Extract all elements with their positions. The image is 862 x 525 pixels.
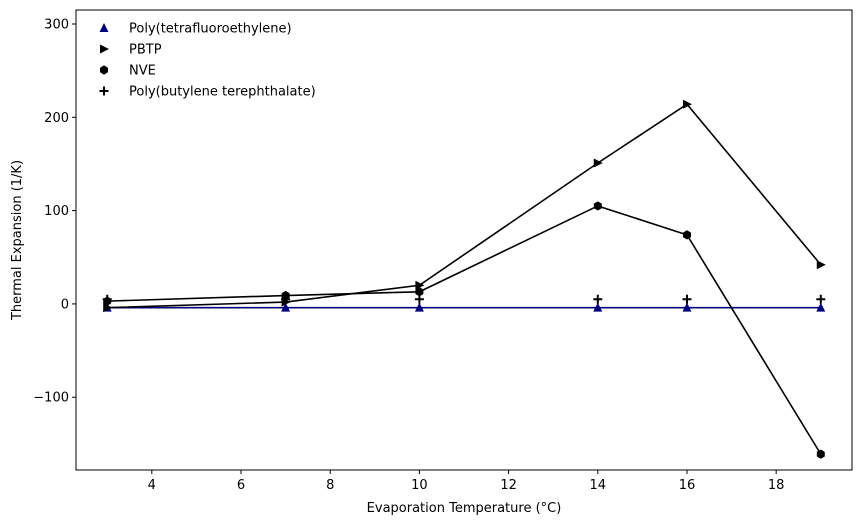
y-tick-label: 0	[61, 297, 69, 312]
data-point	[683, 230, 691, 240]
series-line	[107, 103, 822, 309]
data-point	[415, 287, 424, 297]
plot-area	[76, 10, 852, 470]
data-point	[682, 294, 692, 304]
plot-frame	[75, 9, 853, 471]
y-axis-label: Thermal Expansion (1/K)	[10, 160, 25, 321]
axes: 4 6 8 10 12 14 16 18 −100 0 100 200 300	[33, 17, 784, 493]
series-line	[107, 205, 822, 455]
x-tick-label: 16	[679, 478, 696, 493]
data-point	[682, 99, 692, 109]
x-tick-label: 8	[326, 478, 334, 493]
legend-marker	[100, 44, 109, 54]
series-2	[103, 201, 825, 459]
data-point	[682, 302, 692, 312]
y-tick-label: −100	[33, 391, 69, 406]
x-tick-label: 10	[411, 478, 428, 493]
x-tick-label: 6	[237, 478, 245, 493]
x-tick-label: 14	[590, 478, 607, 493]
legend-entry: NVE	[129, 64, 156, 79]
legend-entry: PBTP	[129, 43, 162, 58]
data-point	[816, 449, 825, 459]
y-tick-label: 300	[44, 17, 69, 32]
data-point	[593, 302, 603, 312]
data-point	[281, 302, 291, 312]
x-tick-label: 18	[768, 478, 785, 493]
data-point	[593, 201, 602, 211]
x-tick-label: 12	[500, 478, 517, 493]
x-axis-label: Evaporation Temperature (°C)	[367, 501, 562, 516]
y-tick-label: 200	[44, 111, 69, 126]
legend-entry: Poly(butylene terephthalate)	[129, 85, 316, 100]
x-tick-label: 4	[148, 478, 156, 493]
series-1	[103, 99, 826, 313]
data-point	[816, 302, 826, 312]
y-tick-label: 100	[44, 204, 69, 219]
legend-marker	[99, 23, 109, 32]
series-3	[102, 294, 826, 304]
data-point	[414, 294, 424, 304]
legend-entry: Poly(tetrafluoroethylene)	[129, 22, 292, 37]
legend-marker	[99, 86, 109, 96]
data-point	[281, 294, 291, 304]
legend: Poly(tetrafluoroethylene) PBTP NVE Poly(but…	[99, 22, 316, 100]
legend-marker	[100, 65, 108, 75]
data-point	[816, 260, 826, 270]
data-point	[102, 294, 112, 304]
data-point	[415, 280, 425, 290]
data-point	[593, 158, 603, 168]
chart-marks	[102, 99, 826, 459]
data-point	[103, 303, 113, 313]
data-point	[414, 302, 424, 312]
data-point	[816, 294, 826, 304]
data-point	[593, 294, 603, 304]
